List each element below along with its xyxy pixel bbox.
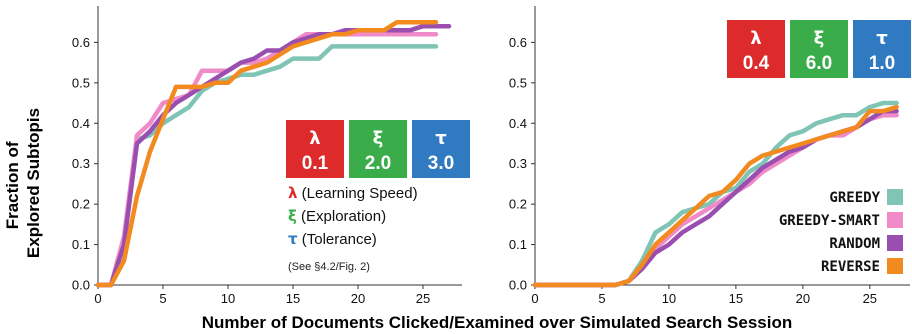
legend: GREEDY GREEDY-SMART RANDOM REVERSE (779, 189, 903, 275)
left-series-greedy-smart (95, 32, 439, 288)
right-series-group (532, 100, 899, 288)
legend-label: GREEDY-SMART (779, 213, 880, 229)
left-param-description: τ (Tolerance) (288, 230, 377, 248)
left-param-description: ξ (Exploration) (288, 207, 386, 225)
right-param-box: ξ 6.0 (790, 20, 848, 78)
left-axes: 0.0 0.1 0.2 0.3 0.4 0.5 0.6 0 5 10 15 20 25 (72, 6, 462, 306)
left-param-description-text: (Exploration) (297, 208, 386, 225)
left-param-symbol: ξ (373, 128, 384, 149)
left-note: (See §4.2/Fig. 2) (288, 261, 370, 273)
left-param-box-bg (286, 120, 344, 178)
right-x-tick-label: 0 (531, 291, 538, 306)
y-axis-title: Fraction of Explored Subtopis (3, 108, 43, 258)
right-series-greedy (532, 100, 899, 288)
left-y-tick-label: 0.6 (72, 35, 90, 50)
left-param-box: ξ 2.0 (349, 120, 407, 178)
right-y-tick-label: 0.3 (509, 156, 527, 171)
right-param-box-bg (727, 20, 785, 78)
left-param-value: 0.1 (302, 153, 329, 174)
left-series-reverse (95, 19, 439, 288)
right-param-value: 0.4 (743, 53, 770, 74)
left-param-box: λ 0.1 (286, 120, 344, 178)
right-param-value: 1.0 (869, 53, 895, 74)
right-axes: 0.0 0.1 0.2 0.3 0.4 0.5 0.6 0 5 10 15 20 25 (509, 6, 910, 306)
left-param-description-text: (Tolerance) (298, 231, 377, 248)
left-x-tick-label: 25 (416, 291, 430, 306)
left-param-symbol: λ (309, 128, 320, 149)
left-param-box: τ 3.0 (412, 120, 470, 178)
right-x-tick-label: 10 (662, 291, 676, 306)
x-axis-title: Number of Documents Clicked/Examined ove… (202, 313, 792, 332)
left-param-description: λ (Learning Speed) (288, 184, 418, 202)
left-y-tick-label: 0.4 (72, 116, 90, 131)
left-param-value: 2.0 (365, 153, 391, 174)
left-param-value: 3.0 (428, 153, 454, 174)
left-series-random (95, 23, 452, 288)
left-x-tick-label: 5 (159, 291, 166, 306)
right-param-value: 6.0 (806, 53, 832, 74)
left-y-tick-label: 0.0 (72, 278, 90, 293)
right-panel: 0.0 0.1 0.2 0.3 0.4 0.5 0.6 0 5 10 15 20 25 λ 0.4 ξ 6.0… (509, 6, 911, 306)
y-axis-title-line-1: Fraction of (3, 141, 22, 229)
legend-swatch (887, 235, 903, 251)
legend-swatch (887, 258, 903, 274)
right-y-tick-label: 0.0 (509, 278, 527, 293)
right-y-tick-label: 0.2 (509, 197, 527, 212)
left-param-descriptions: λ (Learning Speed)ξ (Exploration)τ (Tole… (288, 184, 418, 248)
right-param-box-bg (790, 20, 848, 78)
right-y-tick-label: 0.6 (509, 35, 527, 50)
left-param-description-symbol: λ (288, 184, 298, 202)
y-axis-title-line-2: Explored Subtopis (24, 108, 43, 258)
right-y-tick-label: 0.5 (509, 75, 527, 90)
right-param-boxes: λ 0.4 ξ 6.0 τ 1.0 (727, 20, 911, 78)
left-param-box-bg (349, 120, 407, 178)
left-series-greedy (95, 44, 439, 288)
left-param-description-text: (Learning Speed) (298, 185, 418, 202)
right-x-tick-label: 5 (598, 291, 605, 306)
legend-label: RANDOM (829, 236, 880, 252)
left-panel: 0.00.10.20.30.40.50.60 5 10 15 20 25 λ0.1ξ2.0… (3, 6, 470, 306)
left-param-box-bg (412, 120, 470, 178)
left-y-tick-label: 0.2 (72, 197, 90, 212)
legend-label: GREEDY (829, 190, 880, 206)
right-param-symbol: λ (750, 28, 761, 49)
right-param-box: τ 1.0 (853, 20, 911, 78)
left-param-description-symbol: τ (288, 230, 298, 248)
legend-swatch (887, 189, 903, 205)
left-y-tick-label: 0.3 (72, 156, 90, 171)
right-param-box-bg (853, 20, 911, 78)
right-y-tick-label: 0.1 (509, 237, 527, 252)
left-series-group (95, 19, 452, 288)
right-param-box: λ 0.4 (727, 20, 785, 78)
right-x-tick-label: 20 (796, 291, 810, 306)
left-param-description-symbol: ξ (288, 207, 297, 225)
legend-swatch (887, 212, 903, 228)
left-y-tick-label: 0.1 (72, 237, 90, 252)
legend-label: REVERSE (821, 259, 880, 275)
right-x-tick-label: 25 (863, 291, 877, 306)
right-series-reverse (532, 104, 899, 288)
left-x-tick-label: 15 (286, 291, 300, 306)
right-y-tick-label: 0.4 (509, 116, 527, 131)
right-x-tick-label: 15 (729, 291, 743, 306)
right-param-symbol: ξ (814, 28, 825, 49)
left-x-tick-label: 10 (221, 291, 235, 306)
left-y-tick-label: 0.5 (72, 75, 90, 90)
right-param-symbol: τ (876, 28, 888, 49)
left-x-tick-label: 0 (94, 291, 101, 306)
left-x-tick-label: 20 (351, 291, 365, 306)
left-param-symbol: τ (435, 128, 447, 149)
left-param-boxes: λ 0.1 ξ 2.0 τ 3.0 (286, 120, 470, 178)
